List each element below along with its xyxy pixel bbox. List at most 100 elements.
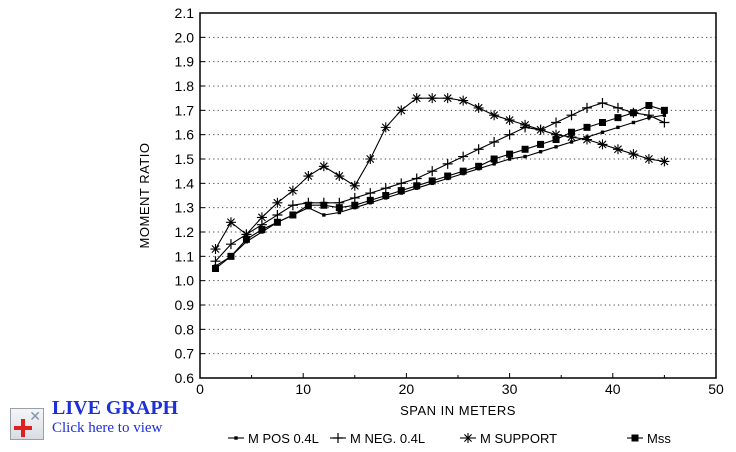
- data-point: [628, 149, 639, 160]
- series-line: [215, 104, 665, 269]
- y-tick-label: 0.6: [175, 370, 195, 386]
- data-point: [600, 130, 605, 134]
- data-point: [566, 132, 577, 143]
- legend-marker: [631, 434, 639, 442]
- legend-item: M SUPPORT: [460, 431, 557, 446]
- data-point: [645, 101, 653, 109]
- legend-marker: [333, 433, 343, 443]
- x-tick-label: 50: [708, 381, 724, 397]
- data-point: [597, 98, 608, 109]
- y-tick-label: 1.5: [175, 151, 195, 167]
- y-tick-label: 0.8: [175, 321, 195, 337]
- data-point: [489, 110, 500, 121]
- data-point: [444, 172, 452, 180]
- data-point: [442, 93, 453, 104]
- data-point: [320, 201, 328, 209]
- legend-marker: [234, 436, 238, 440]
- data-point: [552, 136, 560, 144]
- data-point: [616, 125, 620, 130]
- legend: M POS 0.4L M NEG. 0.4L M SUPPORT Mss: [228, 431, 671, 446]
- plot-frame: [199, 12, 717, 379]
- data-point: [582, 134, 592, 145]
- data-point: [366, 196, 374, 204]
- data-point: [551, 117, 562, 128]
- data-point: [537, 140, 545, 148]
- legend-item: M POS 0.4L: [228, 431, 319, 446]
- y-tick-label: 1.6: [175, 127, 195, 143]
- y-tick-label: 1.0: [175, 273, 195, 289]
- y-tick-label: 1.1: [175, 248, 195, 264]
- series-layer: [210, 93, 670, 272]
- x-axis-title: SPAN IN METERS: [400, 403, 516, 418]
- live-graph-link[interactable]: ✕ LIVE GRAPH Click here to view: [8, 397, 208, 446]
- data-point: [428, 177, 436, 185]
- data-point: [659, 156, 670, 167]
- series-line: [215, 114, 665, 267]
- data-point: [272, 197, 283, 208]
- x-tick-label: 40: [605, 381, 621, 397]
- data-point: [521, 145, 529, 153]
- data-point: [582, 102, 592, 113]
- legend-item: M NEG. 0.4L: [330, 431, 425, 446]
- data-point: [660, 106, 668, 114]
- data-point: [349, 180, 360, 191]
- data-point: [210, 244, 221, 255]
- data-point: [597, 139, 608, 150]
- data-point: [397, 187, 405, 195]
- data-point: [492, 162, 496, 166]
- data-point: [458, 95, 469, 106]
- y-tick-label: 1.3: [175, 200, 195, 216]
- data-point: [490, 155, 498, 163]
- data-point: [629, 109, 637, 117]
- data-point: [473, 102, 484, 113]
- legend-label: Mss: [647, 431, 671, 446]
- data-point: [538, 150, 543, 154]
- data-point: [225, 239, 236, 250]
- data-point: [273, 218, 281, 226]
- data-point: [413, 182, 421, 190]
- y-axis-title: MOMENT RATIO: [137, 143, 152, 249]
- x-tick-label: 30: [502, 381, 518, 397]
- data-point: [334, 171, 345, 182]
- data-point: [272, 209, 283, 220]
- data-point: [396, 105, 407, 116]
- data-point: [643, 110, 654, 121]
- data-point: [258, 226, 266, 234]
- data-point: [551, 129, 562, 140]
- legend-item: Mss: [627, 431, 671, 446]
- y-tick-label: 2.1: [175, 5, 195, 21]
- grid-lines: [200, 36, 716, 355]
- data-point: [520, 119, 531, 130]
- data-point: [242, 235, 250, 243]
- data-point: [335, 204, 343, 212]
- close-icon: ✕: [29, 409, 41, 425]
- y-tick-label: 0.9: [175, 297, 195, 313]
- series-square: [211, 101, 668, 272]
- data-point: [427, 166, 438, 177]
- data-point: [506, 150, 514, 158]
- data-point: [211, 265, 219, 272]
- data-point: [662, 113, 667, 117]
- live-graph-subtitle[interactable]: Click here to view: [52, 420, 163, 436]
- data-point: [504, 129, 515, 140]
- x-tick-label: 10: [295, 381, 311, 397]
- series-line: [215, 102, 665, 262]
- data-point: [411, 93, 422, 104]
- data-point: [304, 201, 312, 209]
- data-point: [535, 124, 546, 135]
- data-point: [318, 161, 329, 172]
- legend-marker: [463, 433, 473, 443]
- data-point: [289, 211, 297, 219]
- y-tick-label: 1.2: [175, 224, 195, 240]
- y-axis-ticks: 0.6 0.7 0.8 0.9 1.0 1.1 1.2 1.3 1.4 1.5 1.6 1.7 1.8 1…: [175, 5, 205, 386]
- data-point: [382, 192, 390, 199]
- legend-label: M POS 0.4L: [248, 431, 319, 446]
- data-point: [287, 185, 298, 196]
- live-graph-title[interactable]: LIVE GRAPH: [52, 397, 179, 419]
- data-point: [225, 217, 236, 228]
- data-point: [303, 171, 314, 182]
- data-point: [241, 229, 252, 240]
- data-point: [643, 154, 654, 164]
- data-point: [504, 115, 515, 126]
